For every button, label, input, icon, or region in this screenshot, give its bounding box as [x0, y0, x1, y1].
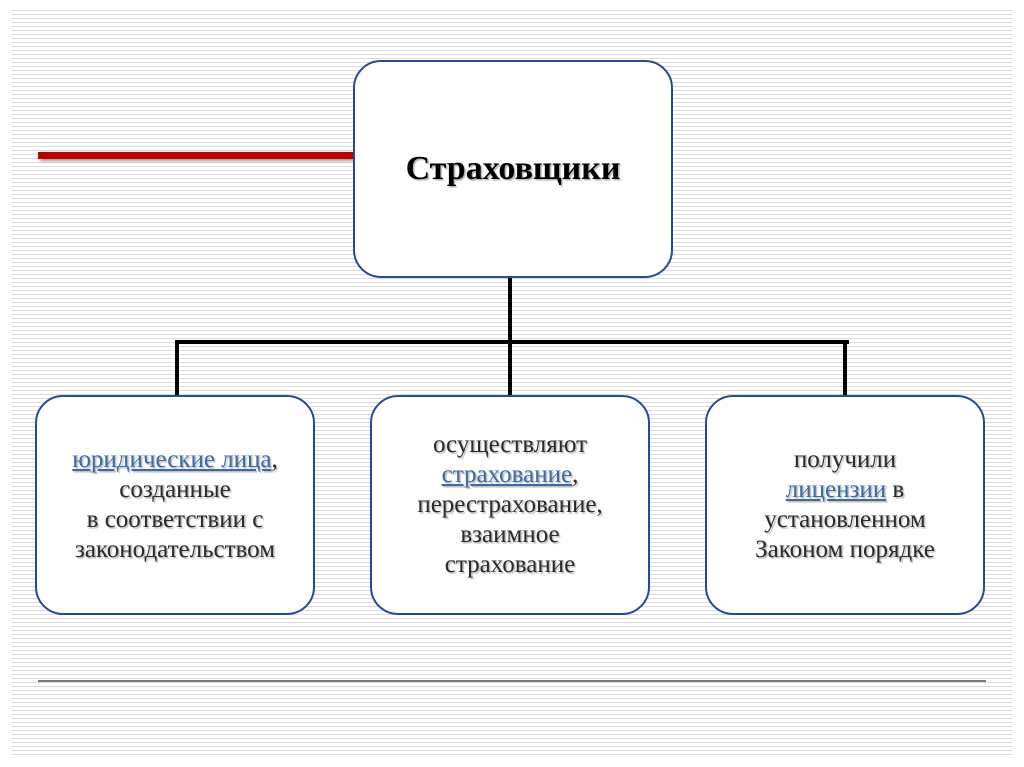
node-line: Законом порядке [755, 535, 935, 565]
node-text: осуществляют [433, 431, 587, 458]
child-node-3: получилилицензии вустановленномЗаконом п… [705, 395, 985, 615]
node-line: лицензии в [786, 475, 904, 505]
child-node-2: осуществляютстрахование,перестрахование,… [370, 395, 650, 615]
node-text: взаимное [460, 521, 559, 548]
node-text: в соответствии с [87, 506, 264, 533]
connector-drop-3 [843, 340, 847, 395]
node-line: осуществляют [433, 430, 587, 460]
node-line: созданные [119, 475, 231, 505]
connector-drop-2 [508, 340, 512, 395]
node-text: , [272, 446, 278, 473]
node-text: в [886, 476, 904, 503]
node-line: страхование, [442, 460, 579, 490]
node-text: законодательством [75, 536, 275, 563]
node-text-link: лицензии [786, 476, 886, 503]
bottom-rule [38, 680, 986, 682]
node-text: перестрахование, [417, 491, 602, 518]
child-node-1: юридические лица,созданныев соответствии… [35, 395, 315, 615]
node-line: законодательством [75, 535, 275, 565]
node-text-link: страхование [442, 461, 572, 488]
node-line: в соответствии с [87, 505, 264, 535]
node-line: перестрахование, [417, 490, 602, 520]
accent-bar [38, 152, 353, 159]
connector-horizontal [175, 340, 849, 344]
node-text: Законом порядке [755, 536, 935, 563]
node-line: страхование [445, 550, 575, 580]
root-title: Страховщики [406, 149, 621, 190]
connector-trunk [508, 278, 512, 340]
node-line: установленном [764, 505, 925, 535]
node-text: получили [794, 446, 896, 473]
node-line: взаимное [460, 520, 559, 550]
node-text: , [572, 461, 578, 488]
node-text: страхование [445, 551, 575, 578]
node-line: юридические лица, [72, 445, 278, 475]
root-node: Страховщики [353, 60, 673, 278]
connector-drop-1 [175, 340, 179, 395]
node-line: получили [794, 445, 896, 475]
node-text: созданные [119, 476, 231, 503]
node-text-link: юридические лица [72, 446, 271, 473]
node-text: установленном [764, 506, 925, 533]
